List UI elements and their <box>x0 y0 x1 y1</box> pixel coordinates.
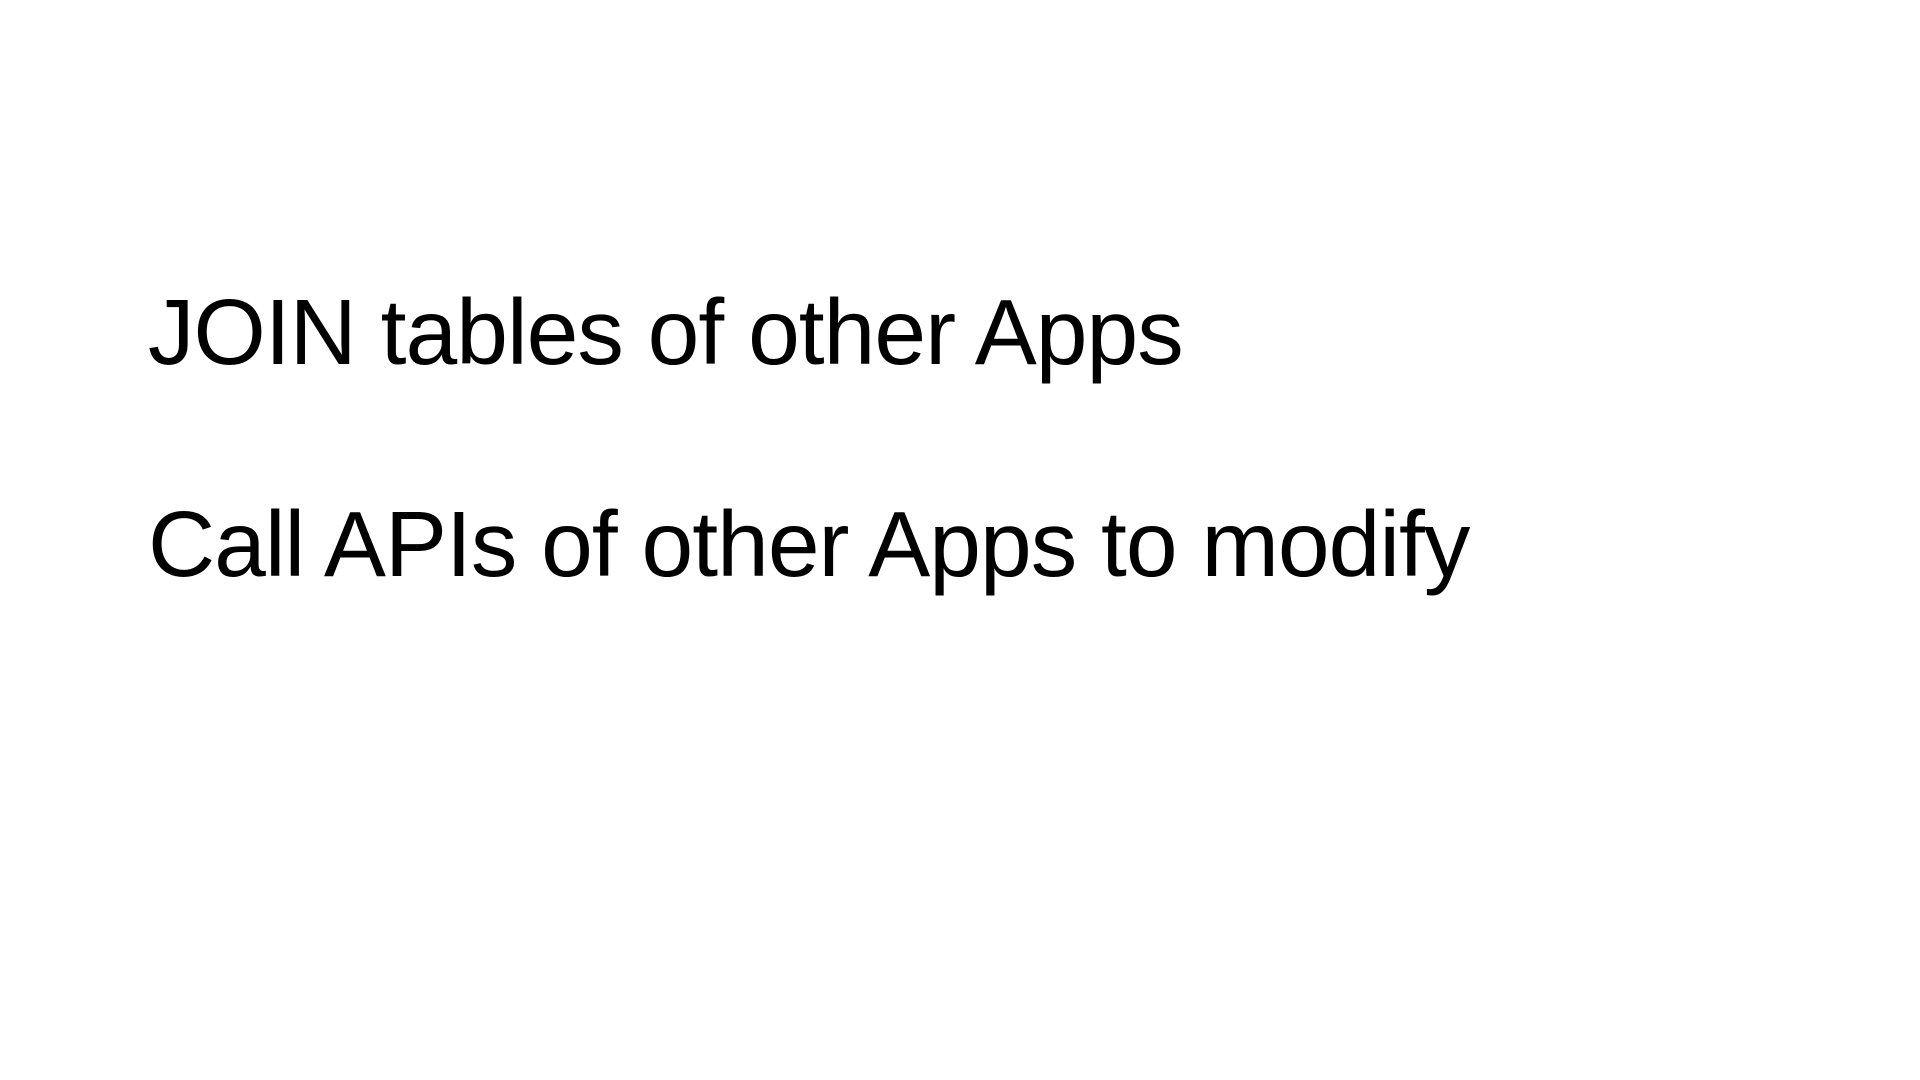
slide-line-join-tables: JOIN tables of other Apps <box>148 280 1184 384</box>
slide-body: JOIN tables of other Apps Call APIs of o… <box>148 280 1470 596</box>
slide-line-call-apis: Call APIs of other Apps to modify <box>148 492 1470 596</box>
